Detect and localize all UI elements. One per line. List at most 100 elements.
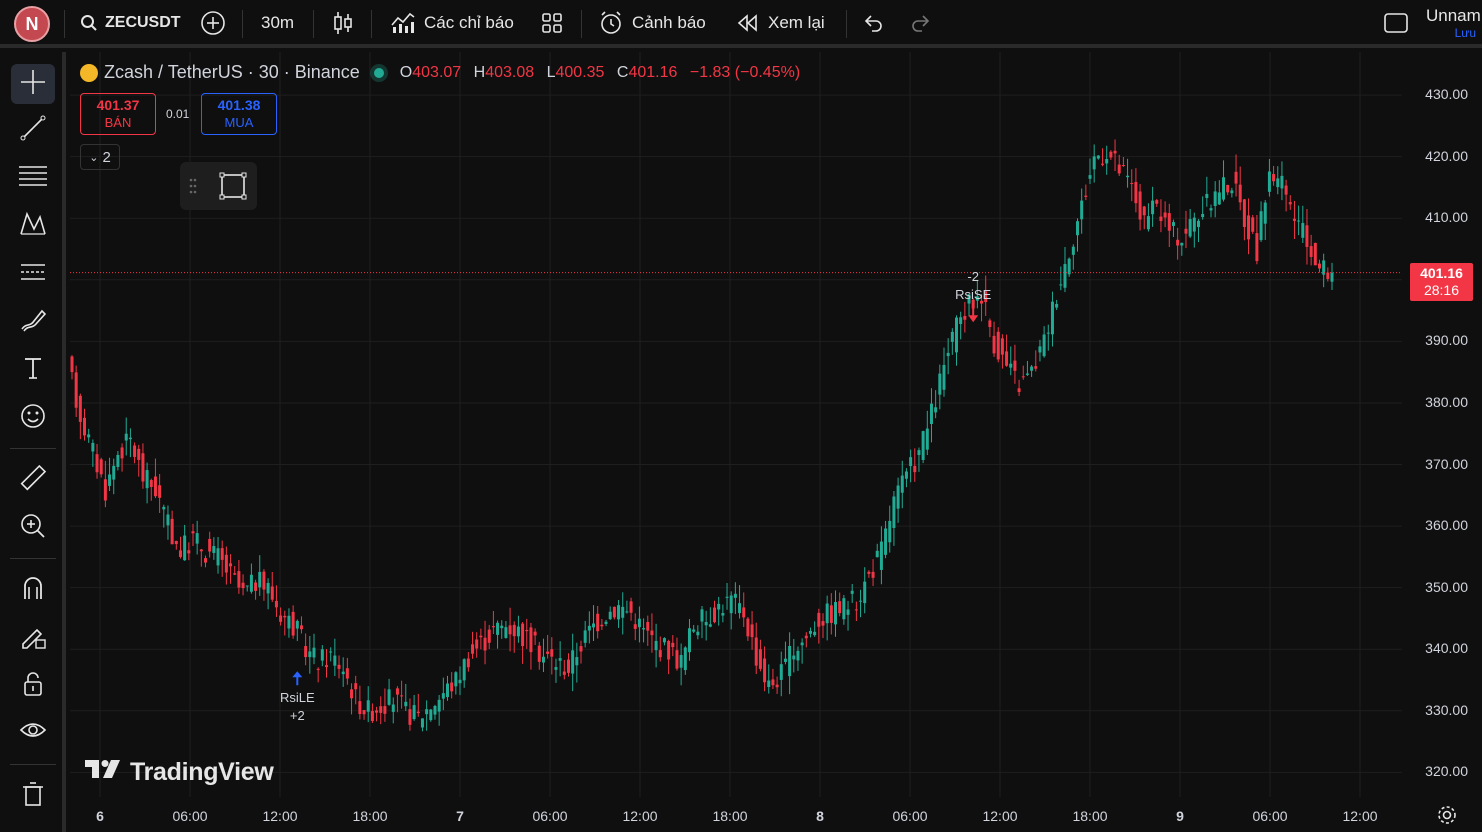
price-axis-label: 390.00	[1425, 332, 1468, 349]
floating-toolbar	[180, 162, 257, 210]
candle-body	[491, 626, 495, 628]
candle-body	[1301, 223, 1305, 238]
brush-tool[interactable]	[11, 302, 55, 342]
templates-button[interactable]	[540, 0, 564, 46]
candle-body	[942, 364, 946, 390]
candle-body	[416, 711, 420, 714]
drag-handle-icon[interactable]	[188, 176, 198, 201]
fullscreen-button[interactable]	[1383, 0, 1409, 46]
candle-body	[362, 710, 366, 715]
candle-body	[454, 672, 458, 687]
tradingview-logo[interactable]: TradingView	[84, 758, 274, 787]
candle-body	[504, 627, 508, 638]
candle-body	[892, 496, 896, 528]
buy-button[interactable]: 401.38 MUA	[201, 93, 277, 135]
sell-button[interactable]: 401.37 BÁN	[80, 93, 156, 135]
alert-button[interactable]: Cảnh báo	[598, 0, 706, 46]
candle-body	[717, 603, 721, 610]
drawing-toolbar	[0, 52, 66, 832]
remove-drawings-tool[interactable]	[11, 776, 55, 816]
hide-drawings-tool[interactable]	[11, 712, 55, 752]
undo-button[interactable]	[862, 0, 884, 46]
text-tool[interactable]	[11, 350, 55, 390]
symbol-search-button[interactable]: ZECUSDT	[80, 0, 181, 46]
interval-button[interactable]: 30m	[261, 0, 294, 46]
candle-body	[1071, 246, 1075, 255]
select-rectangle-icon[interactable]	[218, 171, 248, 206]
chart-pane[interactable]: Zcash / TetherUS · 30 · Binance O403.07 …	[70, 52, 1482, 832]
candle-body	[103, 479, 107, 501]
chart-type-button[interactable]	[332, 0, 354, 46]
candle-body	[1034, 366, 1038, 369]
crosshair-tool[interactable]	[11, 64, 55, 104]
open-value: 403.07	[412, 63, 462, 81]
candle-body	[925, 428, 929, 450]
magnet-tool[interactable]	[11, 570, 55, 610]
replay-button[interactable]: Xem lại	[736, 0, 825, 46]
emoji-tool[interactable]	[11, 398, 55, 438]
toolbar-divider	[64, 10, 65, 38]
candle-body	[583, 630, 587, 643]
candle-body	[658, 650, 662, 658]
candle-body	[245, 585, 249, 587]
candle-body	[508, 625, 512, 635]
candle-body	[370, 711, 374, 721]
forecast-tool[interactable]	[11, 254, 55, 294]
candle-body	[1251, 217, 1255, 232]
redo-button[interactable]	[910, 0, 932, 46]
candle-body	[1050, 301, 1054, 335]
candle-body	[462, 659, 466, 681]
collapse-legend-button[interactable]: ⌄ 2	[80, 144, 120, 170]
low-value: 400.35	[555, 63, 605, 81]
candle-body	[1017, 388, 1021, 393]
lock-draw-tool[interactable]	[11, 618, 55, 658]
indicators-button[interactable]: Các chỉ báo	[390, 0, 514, 46]
pattern-tool[interactable]	[11, 206, 55, 246]
compare-symbol-button[interactable]	[200, 0, 226, 46]
candle-body	[354, 683, 358, 690]
replay-label: Xem lại	[768, 13, 825, 32]
candle-body	[266, 582, 270, 594]
series-legend: Zcash / TetherUS · 30 · Binance O403.07 …	[80, 62, 808, 83]
zoom-icon	[18, 511, 48, 546]
fib-tool[interactable]	[11, 158, 55, 198]
undo-icon	[862, 13, 884, 33]
candle-body	[808, 630, 812, 634]
candle-body	[325, 665, 329, 668]
settings-icon[interactable]	[1436, 804, 1458, 831]
ruler-tool[interactable]	[11, 460, 55, 500]
candle-body	[1255, 233, 1259, 262]
time-axis-label: 8	[816, 808, 824, 824]
candle-body	[604, 621, 608, 624]
candle-body	[529, 627, 533, 653]
candle-body	[813, 631, 817, 636]
candle-body	[120, 447, 124, 459]
candle-body	[1146, 216, 1150, 230]
toolbar-divider	[10, 558, 56, 559]
price-chart[interactable]	[70, 52, 1482, 832]
crosshair-icon	[18, 67, 48, 102]
candle-body	[166, 514, 170, 526]
zoom-tool[interactable]	[11, 508, 55, 548]
candle-body	[792, 655, 796, 660]
candle-body	[320, 649, 324, 661]
series-title[interactable]: Zcash / TetherUS · 30 · Binance	[104, 62, 360, 82]
current-price-value: 401.16	[1420, 264, 1463, 281]
candle-body	[779, 664, 783, 680]
candle-body	[191, 531, 195, 534]
candle-body	[654, 640, 658, 651]
candle-body	[1180, 242, 1184, 246]
candle-body	[1105, 158, 1109, 164]
short-signal-qty: -2	[967, 269, 979, 285]
price-axis[interactable]: 430.00 420.00 410.00 390.00 380.00 370.00 360.…	[1402, 52, 1482, 832]
user-avatar[interactable]: N	[14, 6, 50, 42]
layout-name-button[interactable]: Unnam Lưu	[1426, 6, 1482, 40]
candle-body	[466, 658, 470, 668]
candle-body	[254, 582, 258, 591]
lock-all-tool[interactable]	[11, 666, 55, 706]
candle-body	[412, 705, 416, 720]
candle-body	[1209, 208, 1213, 211]
trendline-tool[interactable]	[11, 110, 55, 150]
candle-body	[533, 631, 537, 636]
candle-body	[404, 701, 408, 707]
